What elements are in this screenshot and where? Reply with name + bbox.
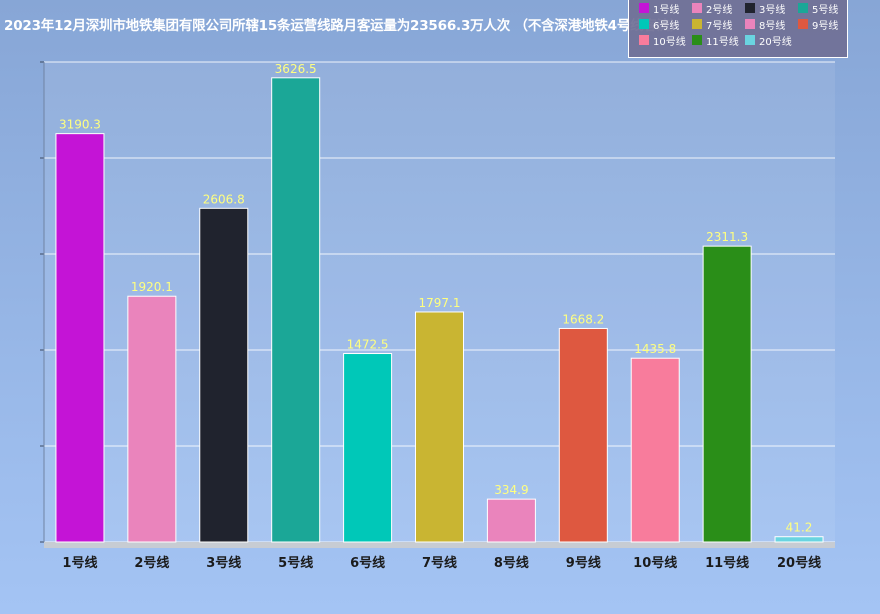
bar [774,536,824,543]
data-label: 1920.1 [131,280,173,294]
legend-swatch [745,35,755,45]
legend-swatch [692,35,702,45]
x-tick-label: 2号线 [134,555,169,571]
x-tick-label: 3号线 [206,555,241,571]
bar [486,498,536,543]
bar [343,353,393,543]
bar [271,77,321,543]
legend-item[interactable]: 8号线 [745,17,786,32]
data-labels-group: 3190.3 1920.1 2606.8 3626.5 1472.5 1797.1 334.… [59,62,812,535]
x-tick-label: 8号线 [494,555,529,571]
x-tick-labels-group: 1号线 2号线 3号线 5号线 6号线 7号线 8号线 9号线 10号线 11号线 20号线 [62,555,821,571]
legend-item[interactable]: 9号线 [798,17,839,32]
x-tick-label: 9号线 [566,555,601,571]
bar [702,245,752,543]
legend-swatch [639,35,649,45]
legend: 1号线 2号线 3号线 5号线 6号线 7号线 8号线 9号线 10号线 11号线 20号线 [628,0,848,58]
data-label: 1435.8 [634,342,676,356]
legend-swatch [639,3,649,13]
x-tick-label: 1号线 [62,555,97,571]
bar [415,311,464,543]
legend-item[interactable]: 5号线 [798,1,839,16]
x-tick-label: 7号线 [422,555,457,571]
legend-label: 8号线 [759,20,786,32]
legend-label: 3号线 [759,4,786,16]
legend-label: 2号线 [706,4,733,16]
legend-label: 1号线 [653,4,680,16]
data-label: 3190.3 [59,118,101,132]
data-label: 41.2 [786,521,813,535]
x-tick-label: 10号线 [633,555,677,571]
legend-label: 11号线 [706,36,739,48]
data-label: 2606.8 [203,192,245,206]
bars-group [55,77,824,543]
data-label: 2311.3 [706,230,748,244]
data-label: 334.9 [494,483,528,497]
legend-item[interactable]: 6号线 [639,17,680,32]
data-label: 1668.2 [562,312,604,326]
data-label: 1472.5 [347,338,389,352]
legend-item[interactable]: 2号线 [692,1,733,16]
legend-item[interactable]: 11号线 [692,33,739,48]
bar [558,327,608,543]
x-axis-base [44,542,835,548]
chart-title: 2023年12月深圳市地铁集团有限公司所辖15条运营线路月客运量为23566.3… [4,18,684,34]
legend-swatch [692,3,702,13]
x-tick-label: 6号线 [350,555,385,571]
legend-swatch [692,19,702,29]
legend-item[interactable]: 10号线 [639,33,686,48]
data-label: 3626.5 [275,62,317,76]
legend-swatch [639,19,649,29]
bar [55,133,105,543]
bar [199,207,249,543]
legend-label: 10号线 [653,36,686,48]
legend-swatch [745,3,755,13]
legend-label: 7号线 [706,20,733,32]
bar [630,357,680,543]
legend-swatch [798,19,808,29]
legend-item[interactable]: 3号线 [745,1,786,16]
legend-item[interactable]: 1号线 [639,1,680,16]
legend-label: 20号线 [759,36,792,48]
x-tick-label: 20号线 [777,555,821,571]
legend-item[interactable]: 20号线 [745,33,792,48]
x-tick-label: 5号线 [278,555,313,571]
legend-label: 5号线 [812,4,839,16]
legend-item[interactable]: 7号线 [692,17,733,32]
legend-swatch [798,3,808,13]
data-label: 1797.1 [419,296,461,310]
legend-swatch [745,19,755,29]
legend-label: 9号线 [812,20,839,32]
legend-label: 6号线 [653,20,680,32]
bar [127,295,177,543]
x-tick-label: 11号线 [705,555,749,571]
